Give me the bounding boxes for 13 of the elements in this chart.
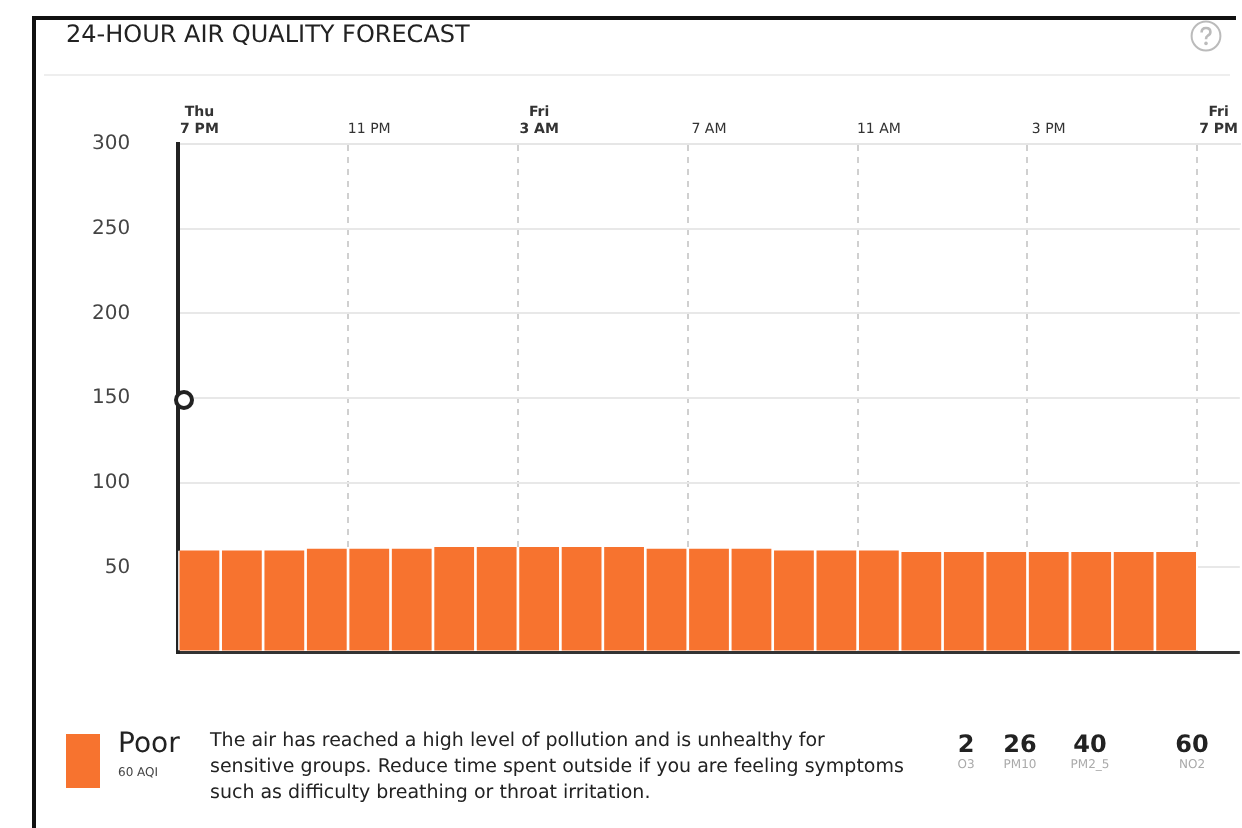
text: 26 [1001,730,1039,758]
y-tick-label: 100 [91,471,131,494]
y-tick-label: 300 [91,133,131,156]
y-tick-label: 250 [91,217,131,240]
y-tick-label: 200 [91,302,131,325]
text: 2 [955,730,977,758]
y-tick-label: 150 [91,387,131,410]
text: Poor [118,728,180,760]
text: 60 [1173,730,1211,758]
text: 40 [1071,730,1109,758]
y-tick-label: 50 [104,556,131,579]
chart-title: 24-HOUR AIR QUALITY FORECAST [66,20,470,48]
text: The air has reached a high level of pollution and is unhealthy for sensitive groups. Reduce time spent outside if you are feeling symptoms such as difficulty breathing or throat irritation. [210,728,906,806]
